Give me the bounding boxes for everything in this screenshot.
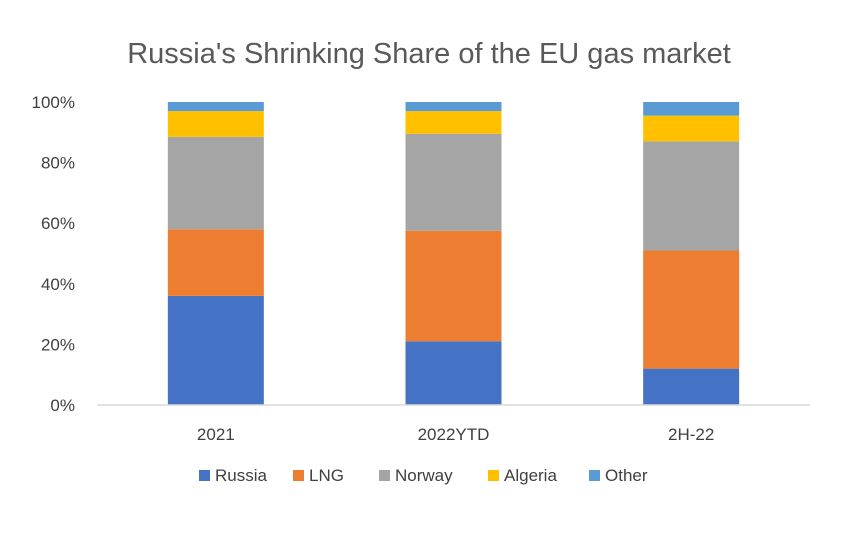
bar-norway-2 (643, 141, 740, 251)
bar-russia-0 (167, 295, 264, 405)
bar-other-0 (167, 102, 264, 112)
legend-swatch (199, 470, 210, 481)
bar-algeria-2 (643, 115, 740, 142)
bar-other-2 (643, 102, 740, 116)
legend-item-norway: Norway (379, 466, 453, 485)
y-axis: 0% 20% 40% 60% 80% 100% (32, 93, 75, 415)
x-axis: 2021 2022YTD 2H-22 (197, 425, 714, 444)
legend-swatch (488, 470, 499, 481)
bar-norway-1 (405, 133, 502, 231)
y-tick-label: 80% (41, 154, 75, 173)
plot-area (167, 102, 740, 405)
bar-algeria-1 (405, 111, 502, 134)
y-tick-label: 100% (32, 93, 75, 112)
legend-label: Russia (215, 466, 268, 485)
legend-label: LNG (309, 466, 344, 485)
bar-russia-1 (405, 341, 502, 405)
bar-norway-0 (167, 136, 264, 230)
bar-lng-2 (643, 250, 740, 369)
legend-label: Algeria (504, 466, 557, 485)
y-tick-label: 40% (41, 275, 75, 294)
bar-other-1 (405, 102, 502, 112)
x-tick-label: 2H-22 (668, 425, 714, 444)
bar-algeria-0 (167, 111, 264, 137)
legend-swatch (379, 470, 390, 481)
chart-title: Russia's Shrinking Share of the EU gas m… (127, 38, 731, 70)
legend-swatch (293, 470, 304, 481)
x-tick-label: 2022YTD (418, 425, 490, 444)
legend-item-other: Other (589, 466, 648, 485)
legend-item-algeria: Algeria (488, 466, 557, 485)
bar-lng-1 (405, 230, 502, 342)
y-tick-label: 60% (41, 214, 75, 233)
legend-label: Other (605, 466, 648, 485)
bar-russia-2 (643, 368, 740, 405)
y-tick-label: 20% (41, 335, 75, 354)
legend-swatch (589, 470, 600, 481)
bar-lng-0 (167, 229, 264, 296)
y-tick-label: 0% (50, 396, 75, 415)
legend-label: Norway (395, 466, 453, 485)
legend-item-lng: LNG (293, 466, 344, 485)
legend-item-russia: Russia (199, 466, 268, 485)
legend: Russia LNG Norway Algeria Other (199, 466, 648, 485)
x-tick-label: 2021 (197, 425, 235, 444)
